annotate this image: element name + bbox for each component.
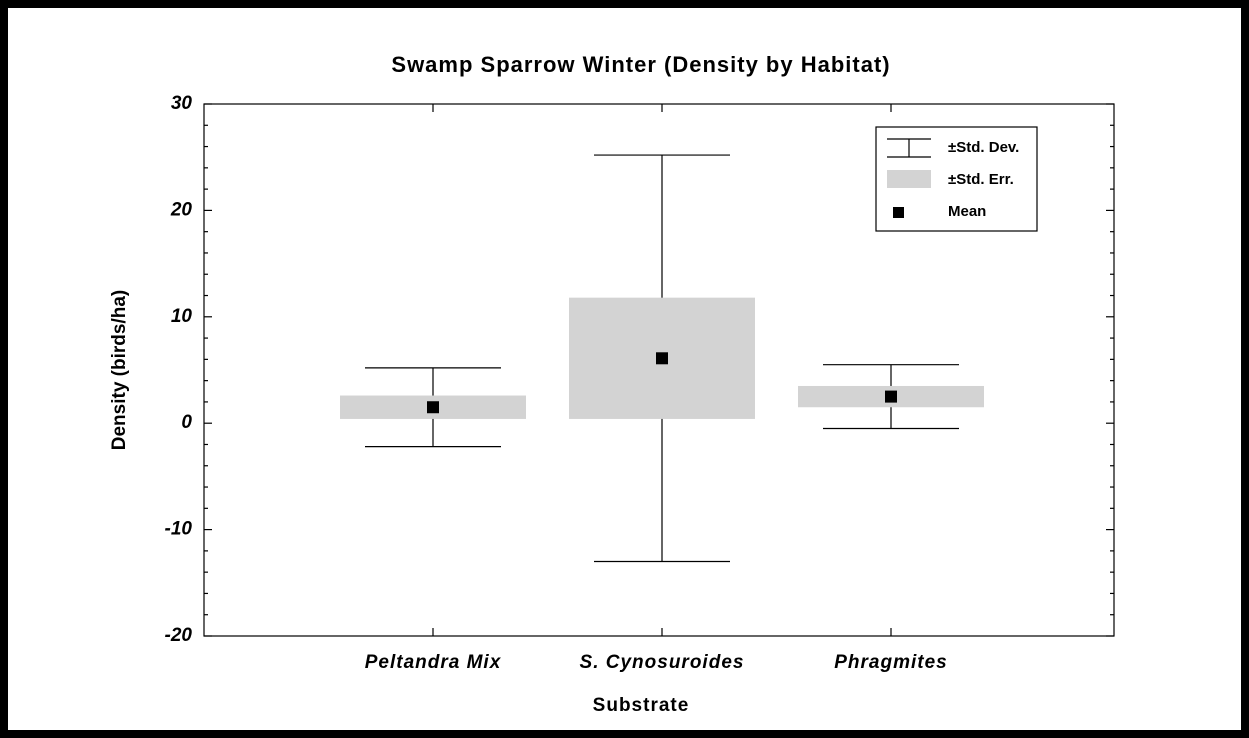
y-tick-label: 30 <box>171 93 193 114</box>
mean-marker <box>885 390 897 403</box>
y-tick-label: 20 <box>170 199 193 220</box>
legend-se-icon <box>887 170 931 188</box>
x-tick-label: Phragmites <box>834 652 947 673</box>
y-tick-label: -20 <box>165 625 193 646</box>
plot-area <box>203 103 1115 637</box>
legend-mean-icon <box>893 207 904 218</box>
legend-label: ±Std. Dev. <box>948 139 1019 156</box>
legend-label: Mean <box>948 203 986 220</box>
chart-title: Swamp Sparrow Winter (Density by Habitat… <box>391 52 890 77</box>
y-tick-label: -10 <box>165 519 193 540</box>
mean-marker <box>427 401 439 414</box>
x-axis-label: Substrate <box>593 695 690 716</box>
y-axis-label: Density (birds/ha) <box>109 290 130 450</box>
x-tick-label: Peltandra Mix <box>365 652 502 673</box>
legend-label: ±Std. Err. <box>948 171 1014 188</box>
mean-marker <box>656 352 668 365</box>
x-tick-label: S. Cynosuroides <box>580 652 745 673</box>
y-tick-label: 0 <box>181 412 192 433</box>
y-tick-label: 10 <box>171 306 193 327</box>
